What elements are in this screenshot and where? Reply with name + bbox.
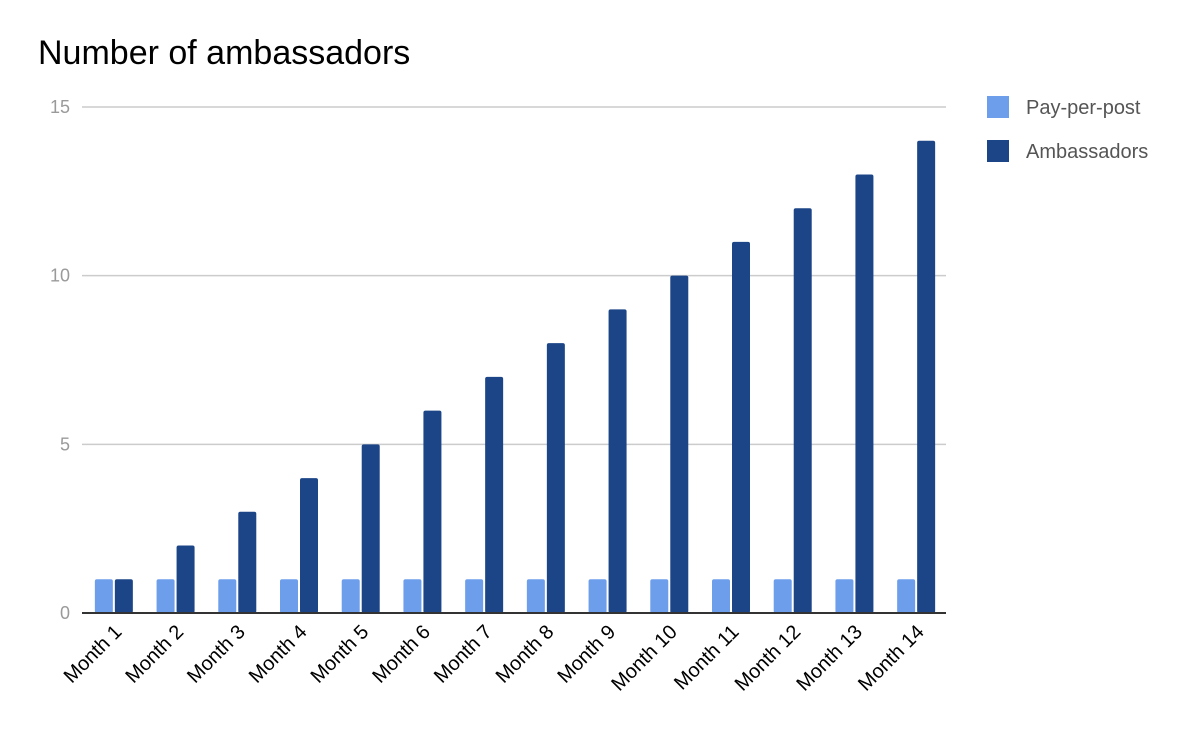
bar-ambassadors — [670, 275, 689, 613]
legend-label: Ambassadors — [1026, 141, 1148, 163]
bar-ambassadors — [238, 511, 257, 613]
x-tick-label: Month 1 — [60, 621, 127, 688]
x-tick-label: Month 10 — [607, 621, 682, 696]
legend-swatch — [987, 96, 1009, 118]
bar-ambassadors — [485, 376, 504, 613]
bar-pay-per-post — [94, 579, 113, 613]
bars — [94, 140, 936, 613]
x-tick-label: Month 2 — [121, 621, 188, 688]
x-tick-label: Month 7 — [430, 621, 497, 688]
x-tick-label: Month 14 — [854, 621, 929, 696]
bar-pay-per-post — [526, 579, 545, 613]
bar-pay-per-post — [588, 579, 607, 613]
bar-pay-per-post — [897, 579, 916, 613]
bar-ambassadors — [793, 208, 812, 613]
bar-ambassadors — [176, 545, 195, 613]
y-tick-label: 5 — [60, 434, 70, 454]
gridlines — [82, 106, 946, 446]
x-tick-label: Month 12 — [731, 621, 806, 696]
bar-pay-per-post — [650, 579, 669, 613]
legend-swatch — [987, 140, 1009, 162]
bar-pay-per-post — [403, 579, 422, 613]
x-tick-label: Month 13 — [792, 621, 867, 696]
bar-pay-per-post — [773, 579, 792, 613]
bar-pay-per-post — [341, 579, 360, 613]
bar-ambassadors — [300, 478, 318, 613]
legend: Pay-per-post Ambassadors — [987, 96, 1148, 163]
x-tick-label: Month 4 — [245, 621, 312, 688]
bar-ambassadors — [732, 241, 750, 613]
x-tick-label: Month 8 — [492, 621, 559, 688]
bar-pay-per-post — [156, 579, 175, 613]
y-tick-label: 15 — [50, 97, 70, 117]
y-tick-label: 10 — [50, 266, 70, 286]
y-tick-label: 0 — [60, 603, 70, 623]
bar-ambassadors — [917, 140, 936, 613]
bar-pay-per-post — [280, 579, 298, 613]
bar-pay-per-post — [465, 579, 484, 613]
x-tick-label: Month 11 — [670, 621, 743, 694]
bar-pay-per-post — [835, 579, 854, 613]
bar-ambassadors — [608, 309, 627, 613]
bar-ambassadors — [855, 174, 874, 613]
x-tick-label: Month 3 — [183, 621, 250, 688]
bar-ambassadors — [546, 343, 565, 613]
chart-title: Number of ambassadors — [38, 34, 411, 72]
x-tick-label: Month 6 — [368, 621, 435, 688]
y-axis-ticks: 0 5 10 15 — [50, 97, 70, 623]
bar-ambassadors — [114, 579, 133, 613]
bar-pay-per-post — [218, 579, 237, 613]
bar-ambassadors — [423, 410, 442, 613]
x-tick-label: Month 5 — [307, 621, 374, 688]
legend-label: Pay-per-post — [1026, 97, 1141, 119]
bar-ambassadors — [361, 444, 380, 613]
bar-pay-per-post — [712, 579, 730, 613]
